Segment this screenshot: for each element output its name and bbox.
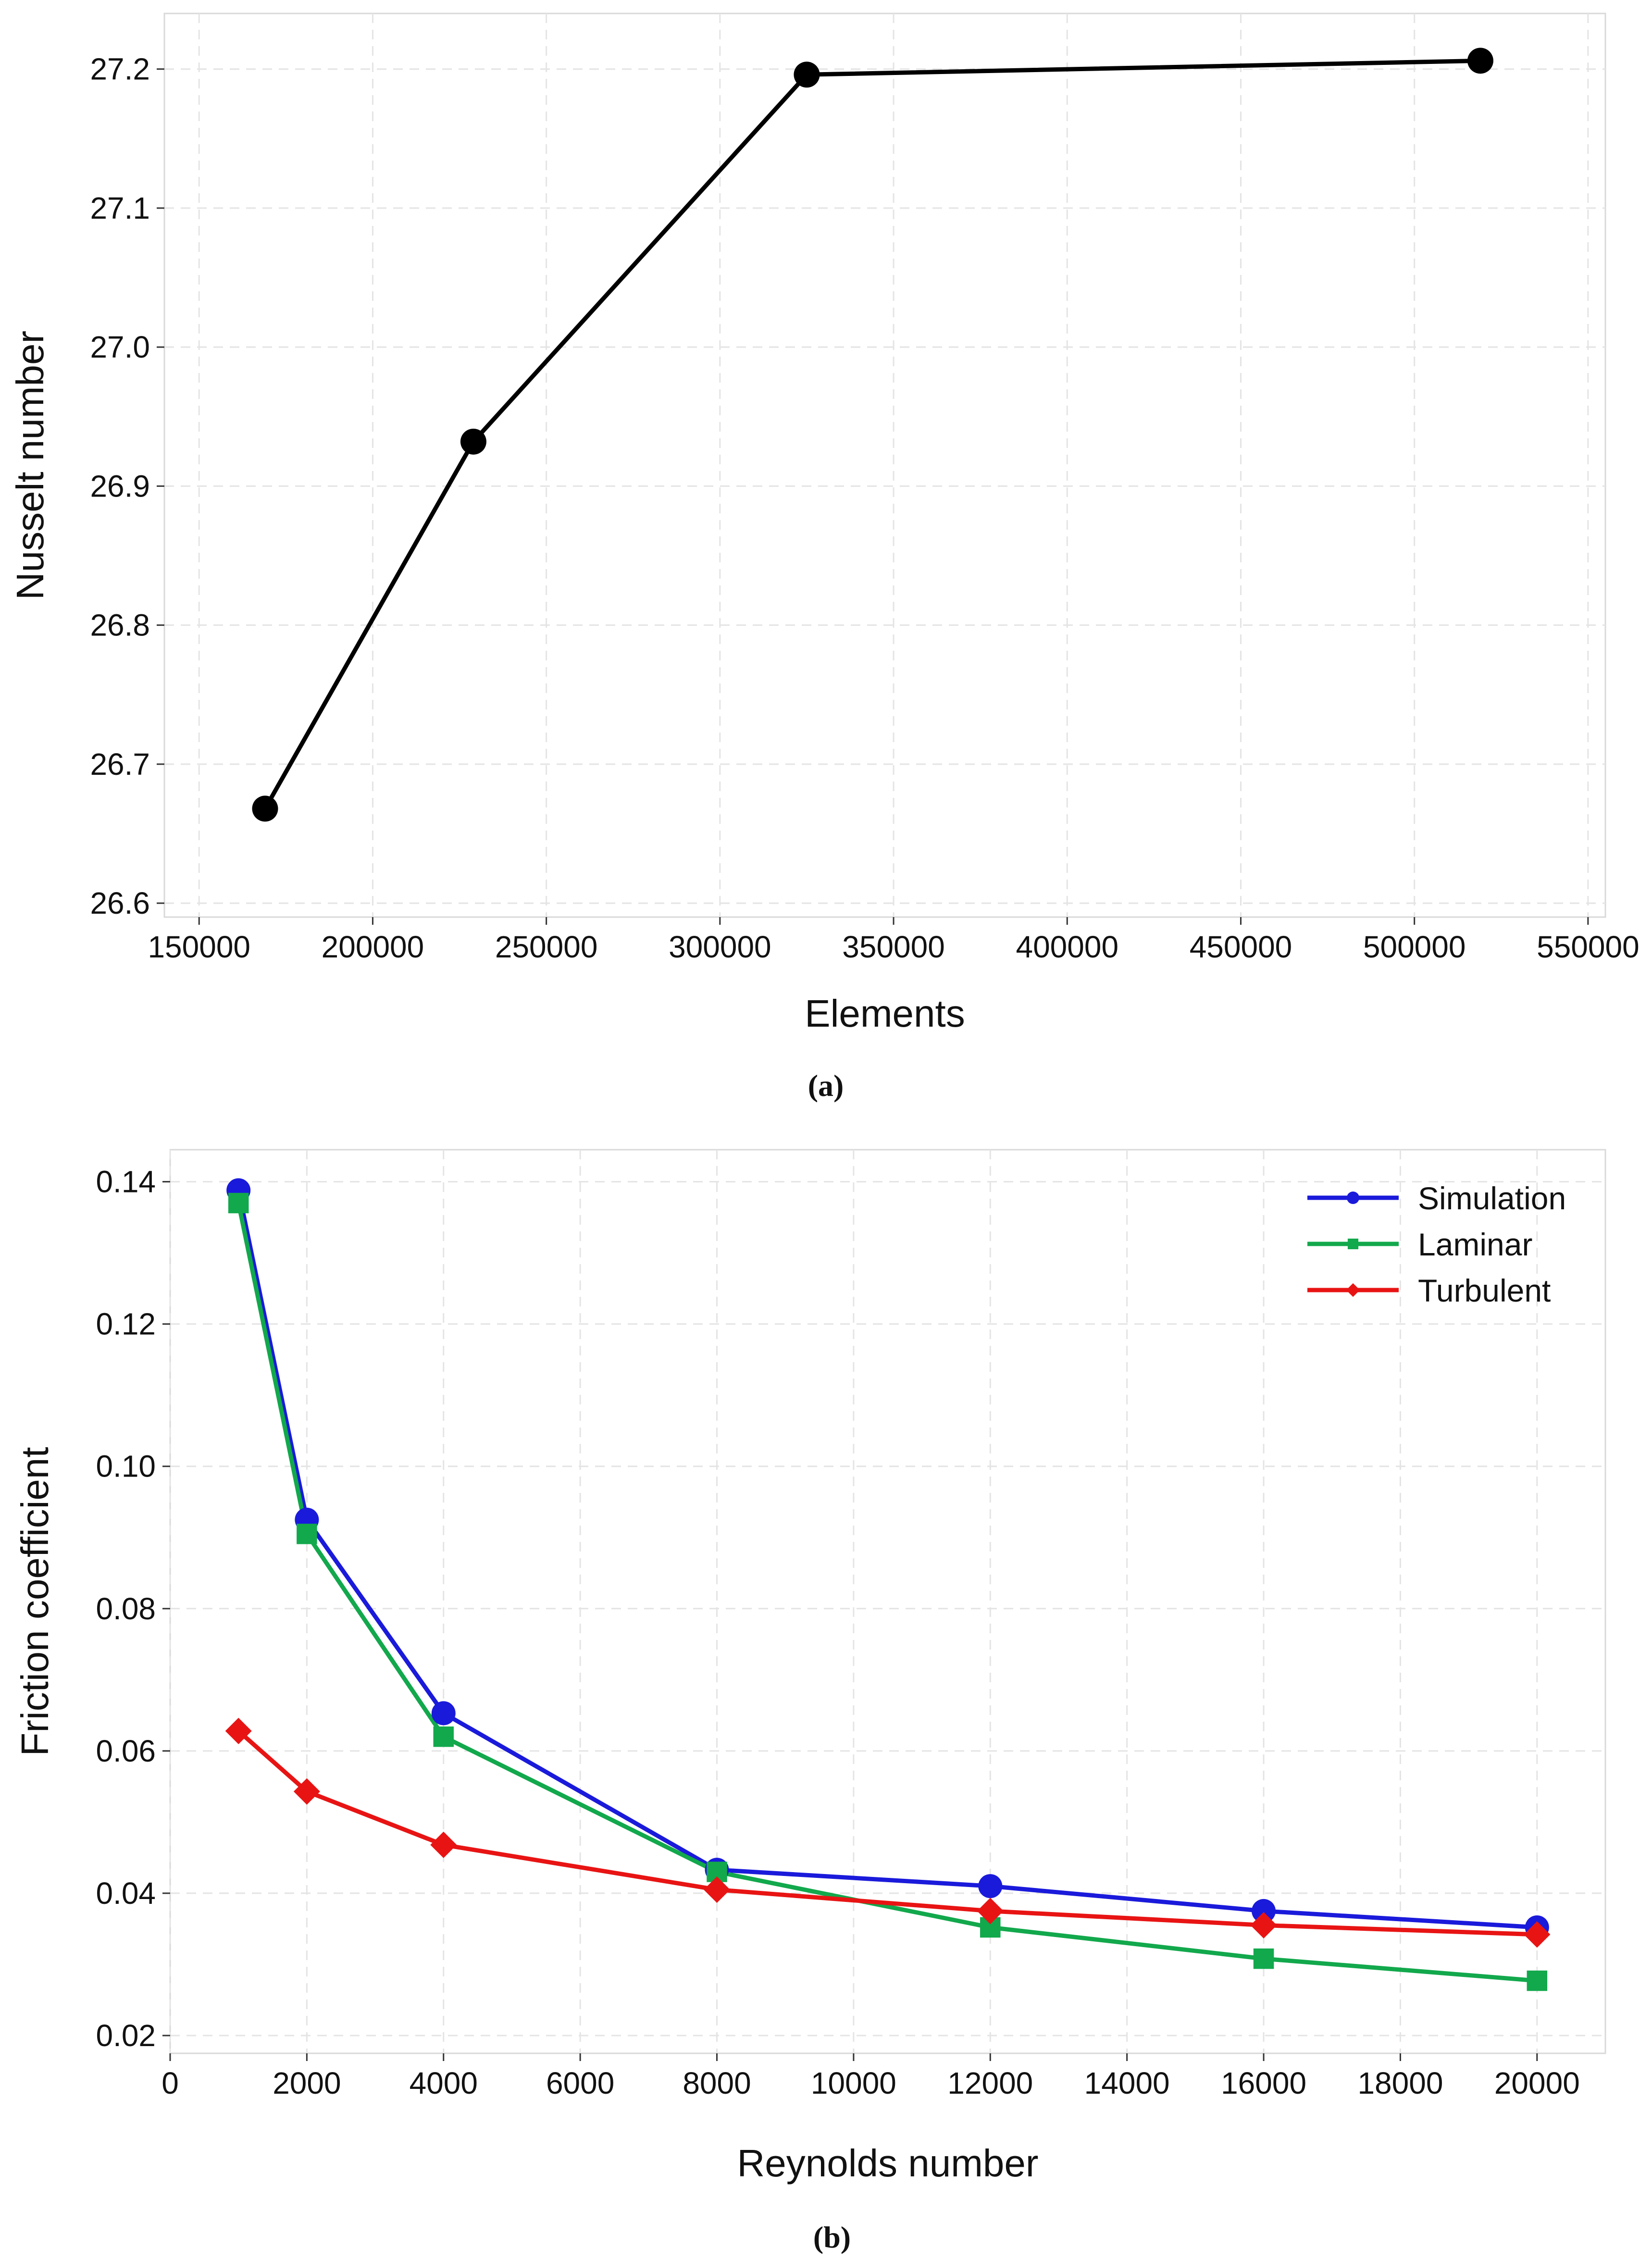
x-tick-label: 150000	[148, 930, 250, 964]
data-point-simulation	[978, 1874, 1003, 1899]
x-tick-label: 12000	[947, 2066, 1033, 2100]
x-tick-label: 400000	[1016, 930, 1118, 964]
x-tick-label: 6000	[546, 2066, 614, 2100]
legend: Simulation Laminar Turbulent	[1307, 1180, 1566, 1308]
x-tick-label: 10000	[811, 2066, 896, 2100]
x-tick-label: 18000	[1357, 2066, 1443, 2100]
data-point-turbulent	[1250, 1912, 1277, 1939]
y-tick-label: 0.08	[96, 1591, 156, 1626]
x-tick-label: 14000	[1084, 2066, 1170, 2100]
x-ticks: 150000 200000 250000 300000 350000 400000 4500…	[148, 917, 1640, 964]
panel-label-b: (b)	[813, 2220, 851, 2254]
chart-nusselt-vs-elements: 150000 200000 250000 300000 350000 400000 4500…	[9, 12, 1640, 1103]
x-tick-label: 8000	[683, 2066, 751, 2100]
series	[225, 1178, 1551, 1991]
legend-label-laminar: Laminar	[1418, 1227, 1532, 1262]
data-point-simulation	[431, 1701, 456, 1726]
data-point-laminar	[1253, 1948, 1274, 1969]
legend-label-turbulent: Turbulent	[1418, 1273, 1551, 1308]
y-tick-label: 26.7	[90, 747, 150, 782]
y-tick-label: 27.1	[90, 191, 150, 225]
plot-frame	[163, 12, 1606, 918]
panel-label-a: (a)	[808, 1068, 844, 1103]
x-tick-label: 450000	[1190, 930, 1292, 964]
legend-marker-simulation	[1347, 1192, 1359, 1204]
data-point-nusselt-number	[252, 795, 278, 822]
data-point-turbulent	[225, 1717, 252, 1744]
y-tick-label: 26.9	[90, 469, 150, 503]
data-point-turbulent	[977, 1898, 1004, 1925]
x-tick-label: 0	[161, 2066, 179, 2100]
legend-marker-laminar	[1347, 1238, 1359, 1250]
legend-label-simulation: Simulation	[1418, 1180, 1566, 1216]
data-point-nusselt-number	[460, 428, 486, 455]
data-point-laminar	[228, 1192, 249, 1214]
data-point-laminar	[433, 1726, 454, 1747]
y-axis-label: Nusselt number	[9, 331, 51, 600]
x-tick-label: 16000	[1221, 2066, 1306, 2100]
legend-marker-turbulent	[1346, 1283, 1360, 1297]
y-tick-label: 0.02	[96, 2018, 156, 2053]
y-tick-label: 0.06	[96, 1734, 156, 1768]
data-point-turbulent	[293, 1778, 320, 1805]
data-point-turbulent	[704, 1876, 731, 1903]
y-tick-label: 26.6	[90, 886, 150, 920]
data-point-turbulent	[1524, 1921, 1551, 1948]
x-tick-label: 500000	[1363, 930, 1466, 964]
x-tick-label: 200000	[322, 930, 424, 964]
series	[252, 48, 1493, 822]
x-axis-label: Reynolds number	[737, 2142, 1039, 2185]
y-ticks: 0.02 0.04 0.06 0.08 0.10 0.12 0.14	[96, 1165, 170, 2053]
y-tick-label: 27.2	[90, 52, 150, 87]
x-tick-label: 20000	[1494, 2066, 1580, 2100]
x-tick-label: 4000	[410, 2066, 478, 2100]
data-point-nusselt-number	[794, 62, 820, 88]
y-tick-label: 0.04	[96, 1876, 156, 1911]
data-point-simulation	[1252, 1899, 1276, 1923]
plot-frame	[169, 1149, 1606, 2054]
y-tick-label: 0.14	[96, 1165, 156, 1199]
y-ticks: 26.6 26.7 26.8 26.9 27.0 27.1 27.2	[90, 52, 164, 920]
y-tick-label: 0.10	[96, 1449, 156, 1484]
chart-friction-vs-reynolds: 0 2000 4000 6000 8000 10000 12000 14000 16000 180…	[13, 1149, 1606, 2254]
y-axis-label: Friction coefficient	[13, 1447, 56, 1756]
data-point-turbulent	[430, 1831, 457, 1858]
data-point-nusselt-number	[1467, 48, 1493, 74]
x-tick-label: 350000	[842, 930, 945, 964]
y-tick-label: 0.12	[96, 1307, 156, 1341]
x-tick-label: 250000	[495, 930, 598, 964]
x-axis-label: Elements	[805, 992, 965, 1035]
y-tick-label: 27.0	[90, 330, 150, 364]
series-line-nusselt-number	[263, 58, 1480, 810]
x-tick-label: 550000	[1537, 930, 1640, 964]
x-tick-label: 300000	[669, 930, 771, 964]
x-ticks: 0 2000 4000 6000 8000 10000 12000 14000 16000 180…	[161, 2053, 1580, 2100]
data-point-laminar	[1527, 1970, 1548, 1991]
x-tick-label: 2000	[273, 2066, 341, 2100]
y-tick-label: 26.8	[90, 608, 150, 643]
data-point-laminar	[297, 1524, 317, 1544]
grid	[164, 13, 1605, 917]
